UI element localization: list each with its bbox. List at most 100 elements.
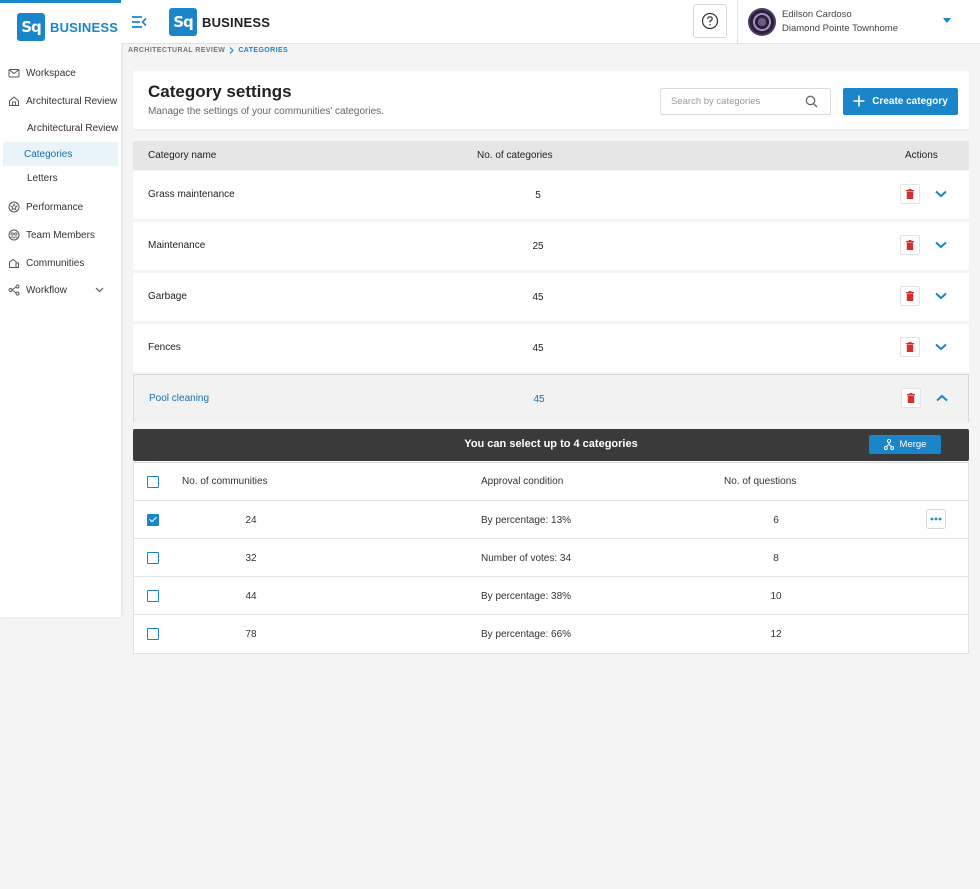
subcategory-table: No. of communities Approval condition No… bbox=[133, 462, 969, 654]
page-header-card: Category settings Manage the settings of… bbox=[133, 71, 969, 129]
topbar-logo[interactable]: Sq BUSINESS bbox=[169, 8, 270, 36]
topbar-divider bbox=[737, 0, 738, 44]
create-category-label: Create category bbox=[872, 96, 948, 107]
chevron-right-icon bbox=[229, 47, 235, 54]
table-row[interactable]: Grass maintenance 5 bbox=[133, 171, 969, 219]
breadcrumb: ARCHITECTURAL REVIEW CATEGORIES bbox=[128, 47, 288, 54]
sidebar-item-label: Performance bbox=[26, 201, 84, 213]
chevron-down-icon[interactable] bbox=[95, 285, 104, 296]
sidebar-item-label: Workflow bbox=[26, 284, 67, 296]
table-header: Category name No. of categories Actions bbox=[133, 141, 969, 170]
sidebar-subitem-letters[interactable]: Letters bbox=[0, 166, 121, 190]
chevron-down-icon bbox=[935, 190, 947, 198]
envelope-icon bbox=[8, 67, 20, 79]
approval-condition: By percentage: 66% bbox=[481, 629, 572, 640]
table-row[interactable]: Fences 45 bbox=[133, 324, 969, 372]
subtable-row[interactable]: 78 By percentage: 66% 12 bbox=[134, 615, 968, 653]
sidebar-item-team-members[interactable]: Team Members bbox=[0, 223, 121, 247]
sidebar-item-label: Architectural Review bbox=[26, 95, 118, 107]
delete-button[interactable] bbox=[900, 235, 920, 255]
collapse-button[interactable] bbox=[934, 391, 950, 405]
table-row[interactable]: Garbage 45 bbox=[133, 273, 969, 321]
breadcrumb-parent[interactable]: ARCHITECTURAL REVIEW bbox=[128, 47, 226, 54]
collapse-menu-icon[interactable] bbox=[131, 15, 147, 29]
search-icon[interactable] bbox=[805, 95, 818, 111]
delete-button[interactable] bbox=[900, 286, 920, 306]
delete-button[interactable] bbox=[901, 388, 921, 408]
sidebar-item-workspace[interactable]: Workspace bbox=[0, 61, 121, 85]
search-input[interactable] bbox=[671, 96, 801, 107]
merge-button[interactable]: Merge bbox=[869, 435, 941, 454]
plus-icon bbox=[853, 95, 865, 108]
trash-icon bbox=[906, 342, 914, 352]
expand-button[interactable] bbox=[933, 340, 949, 354]
subtable-row[interactable]: 44 By percentage: 38% 10 bbox=[134, 577, 968, 615]
delete-button[interactable] bbox=[900, 337, 920, 357]
brand-name: BUSINESS bbox=[202, 14, 271, 30]
page-title: Category settings bbox=[148, 82, 292, 101]
row-checkbox[interactable] bbox=[147, 514, 159, 526]
expand-button[interactable] bbox=[933, 238, 949, 252]
sidebar-item-communities[interactable]: Communities bbox=[0, 251, 121, 275]
page-subtitle: Manage the settings of your communities'… bbox=[148, 106, 384, 117]
logo-mark: Sq bbox=[169, 8, 197, 36]
sidebar-item-label: Letters bbox=[27, 172, 58, 184]
column-header-count[interactable]: No. of categories bbox=[477, 150, 553, 161]
merge-info-text: You can select up to 4 categories bbox=[464, 438, 638, 450]
help-button[interactable] bbox=[693, 4, 727, 38]
user-menu[interactable]: Edilson Cardoso Diamond Pointe Townhome bbox=[748, 8, 898, 36]
column-header-name[interactable]: Category name bbox=[148, 150, 217, 161]
approval-condition: By percentage: 38% bbox=[481, 591, 572, 602]
chevron-down-icon bbox=[935, 241, 947, 249]
ellipsis-icon bbox=[930, 517, 942, 521]
expand-button[interactable] bbox=[933, 289, 949, 303]
trash-icon bbox=[907, 393, 915, 403]
category-name: Fences bbox=[148, 342, 181, 353]
more-options-button[interactable] bbox=[926, 509, 946, 529]
category-name: Garbage bbox=[148, 291, 187, 302]
search-box bbox=[660, 88, 831, 115]
chevron-down-icon bbox=[935, 343, 947, 351]
sidebar-subitem-architectural-review[interactable]: Architectural Review bbox=[0, 116, 121, 140]
sidebar-item-performance[interactable]: Performance bbox=[0, 195, 121, 219]
sidebar: Sq BUSINESS Workspace Architectural Revi… bbox=[0, 0, 121, 617]
row-checkbox[interactable] bbox=[147, 590, 159, 602]
row-checkbox[interactable] bbox=[147, 552, 159, 564]
category-name: Maintenance bbox=[148, 240, 206, 251]
caret-down-icon[interactable] bbox=[943, 18, 951, 23]
column-header-communities: No. of communities bbox=[182, 476, 268, 487]
breadcrumb-current: CATEGORIES bbox=[238, 47, 289, 54]
subtable-row[interactable]: 32 Number of votes: 34 8 bbox=[134, 539, 968, 577]
expand-button[interactable] bbox=[933, 187, 949, 201]
create-category-button[interactable]: Create category bbox=[843, 88, 958, 115]
sidebar-item-label: Categories bbox=[24, 148, 73, 160]
chevron-up-icon bbox=[936, 394, 948, 402]
table-row-expanded[interactable]: Pool cleaning 45 bbox=[133, 374, 969, 422]
subtable-row[interactable]: 24 By percentage: 13% 6 bbox=[134, 501, 968, 539]
trash-icon bbox=[906, 291, 914, 301]
row-checkbox[interactable] bbox=[147, 628, 159, 640]
delete-button[interactable] bbox=[900, 184, 920, 204]
trash-icon bbox=[906, 240, 914, 250]
sidebar-logo[interactable]: Sq BUSINESS bbox=[17, 13, 118, 41]
merge-button-label: Merge bbox=[899, 439, 927, 450]
sidebar-item-workflow[interactable]: Workflow bbox=[0, 278, 121, 302]
sidebar-item-label: Communities bbox=[26, 257, 85, 269]
column-header-actions: Actions bbox=[905, 150, 938, 161]
buildings-icon bbox=[8, 257, 20, 269]
sidebar-item-architectural-review[interactable]: Architectural Review bbox=[0, 89, 121, 113]
sidebar-item-label: Team Members bbox=[26, 229, 95, 241]
avatar bbox=[748, 8, 776, 36]
approval-condition: Number of votes: 34 bbox=[481, 553, 572, 564]
sidebar-subitem-categories[interactable]: Categories bbox=[3, 142, 118, 166]
table-row[interactable]: Maintenance 25 bbox=[133, 222, 969, 270]
select-all-checkbox[interactable] bbox=[147, 476, 159, 488]
subtable-header: No. of communities Approval condition No… bbox=[134, 463, 968, 501]
column-header-questions: No. of questions bbox=[724, 476, 797, 487]
sidebar-item-label: Architectural Review bbox=[27, 122, 119, 134]
chevron-down-icon bbox=[935, 292, 947, 300]
approval-condition: By percentage: 13% bbox=[481, 515, 572, 526]
column-header-condition: Approval condition bbox=[481, 476, 564, 487]
logo-mark: Sq bbox=[17, 13, 45, 41]
star-badge-icon bbox=[8, 201, 20, 213]
